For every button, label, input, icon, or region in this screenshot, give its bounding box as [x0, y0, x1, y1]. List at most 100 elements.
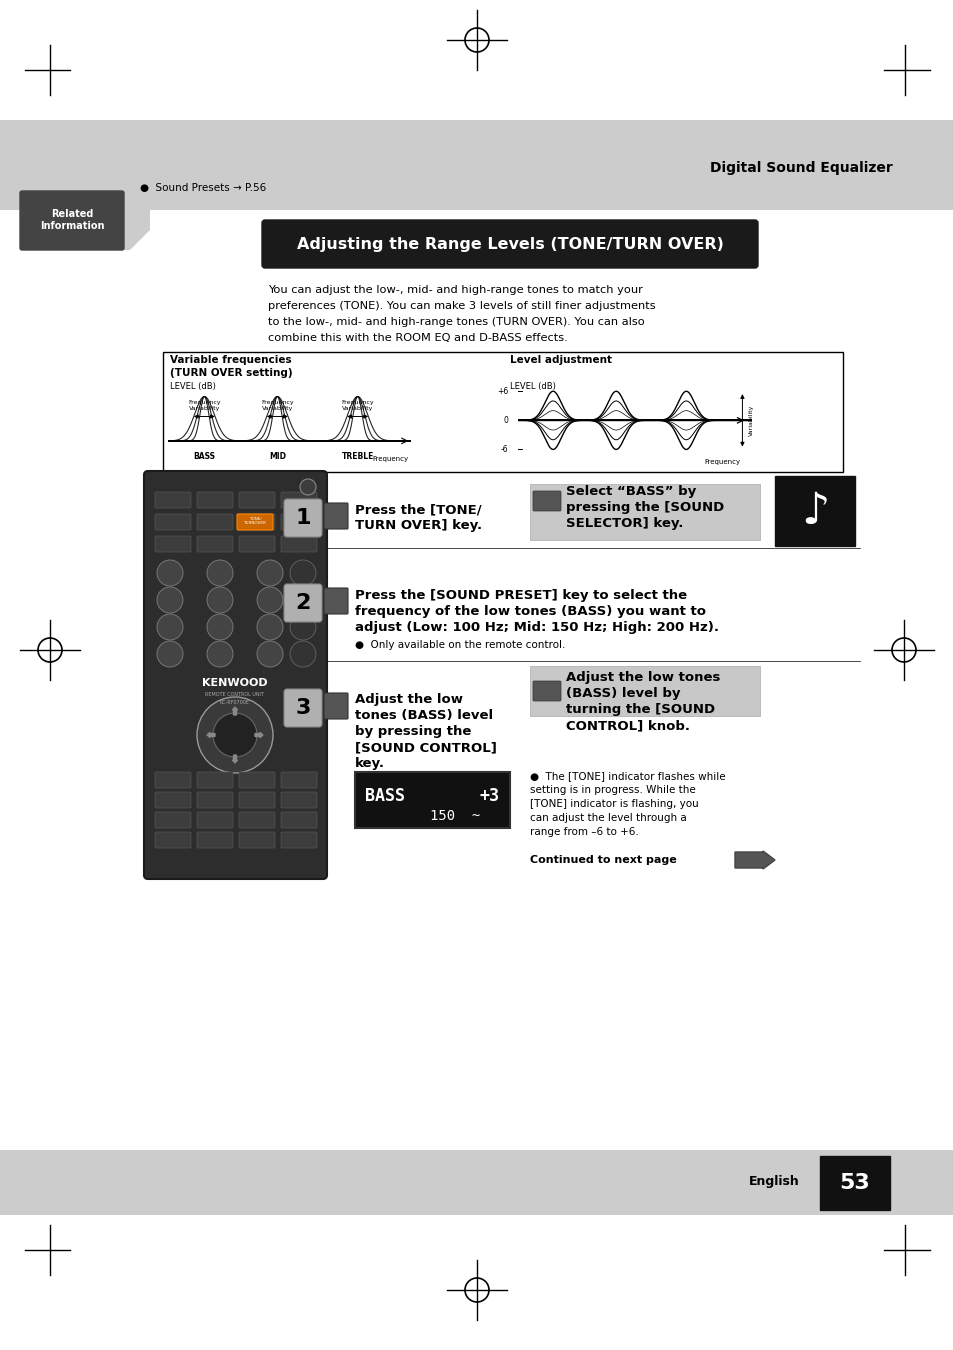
FancyBboxPatch shape	[236, 514, 273, 531]
Text: 53: 53	[839, 1173, 869, 1193]
Text: Level adjustment: Level adjustment	[510, 355, 612, 364]
FancyBboxPatch shape	[281, 514, 316, 531]
FancyBboxPatch shape	[262, 220, 758, 269]
Text: 1: 1	[294, 508, 311, 528]
Bar	[0, 1150, 953, 1215]
Text: can adjust the level through a: can adjust the level through a	[530, 813, 686, 823]
FancyBboxPatch shape	[154, 491, 191, 508]
Text: to the low-, mid- and high-range tones (TURN OVER). You can also: to the low-, mid- and high-range tones (…	[268, 317, 644, 327]
FancyArrow shape	[233, 755, 237, 763]
Text: Variable frequencies: Variable frequencies	[170, 355, 292, 364]
FancyBboxPatch shape	[239, 792, 274, 809]
FancyBboxPatch shape	[324, 589, 348, 614]
FancyBboxPatch shape	[144, 471, 327, 879]
Text: Continued to next page: Continued to next page	[530, 855, 676, 865]
FancyBboxPatch shape	[196, 514, 233, 531]
Circle shape	[256, 587, 283, 613]
FancyBboxPatch shape	[154, 811, 191, 828]
Text: (BASS) level by: (BASS) level by	[565, 687, 679, 701]
Circle shape	[299, 479, 315, 495]
FancyBboxPatch shape	[239, 491, 274, 508]
Text: TONE/
TURNOVER: TONE/ TURNOVER	[243, 517, 266, 525]
Text: range from –6 to +6.: range from –6 to +6.	[530, 828, 639, 837]
Text: 150  ~: 150 ~	[430, 809, 479, 824]
Circle shape	[157, 587, 183, 613]
FancyBboxPatch shape	[239, 772, 274, 788]
Text: Related
Information: Related Information	[40, 209, 104, 231]
Text: RC-RF0700E: RC-RF0700E	[220, 701, 250, 706]
FancyBboxPatch shape	[284, 688, 322, 728]
FancyBboxPatch shape	[196, 792, 233, 809]
Circle shape	[196, 697, 273, 774]
FancyBboxPatch shape	[324, 693, 348, 720]
Text: pressing the [SOUND: pressing the [SOUND	[565, 501, 723, 514]
Text: SELECTOR] key.: SELECTOR] key.	[565, 517, 682, 531]
Circle shape	[207, 560, 233, 586]
Text: MID: MID	[269, 452, 286, 460]
Text: frequency of the low tones (BASS) you want to: frequency of the low tones (BASS) you wa…	[355, 605, 705, 617]
Text: ●  Only available on the remote control.: ● Only available on the remote control.	[355, 640, 565, 649]
Bar	[820, 1156, 889, 1210]
FancyBboxPatch shape	[154, 792, 191, 809]
Text: by pressing the: by pressing the	[355, 725, 471, 738]
Text: Frequency: Frequency	[703, 459, 740, 466]
Text: [TONE] indicator is flashing, you: [TONE] indicator is flashing, you	[530, 799, 698, 809]
FancyBboxPatch shape	[196, 536, 233, 552]
Text: Frequency
Variability: Frequency Variability	[188, 400, 220, 410]
Text: +3: +3	[479, 787, 499, 805]
Bar	[0, 120, 953, 211]
FancyBboxPatch shape	[239, 514, 274, 531]
Text: Variability: Variability	[749, 405, 754, 436]
Circle shape	[207, 587, 233, 613]
Text: Adjust the low: Adjust the low	[355, 694, 462, 706]
Text: Select “BASS” by: Select “BASS” by	[565, 486, 696, 498]
Text: Adjust the low tones: Adjust the low tones	[565, 671, 720, 684]
Text: ●  The [TONE] indicator flashes while: ● The [TONE] indicator flashes while	[530, 771, 725, 782]
Text: 0: 0	[503, 416, 508, 425]
FancyBboxPatch shape	[239, 811, 274, 828]
Text: setting is in progress. While the: setting is in progress. While the	[530, 784, 695, 795]
FancyBboxPatch shape	[281, 832, 316, 848]
Bar	[355, 772, 510, 828]
FancyBboxPatch shape	[239, 536, 274, 552]
FancyBboxPatch shape	[533, 680, 560, 701]
FancyBboxPatch shape	[196, 811, 233, 828]
Circle shape	[290, 614, 315, 640]
FancyBboxPatch shape	[196, 491, 233, 508]
Text: 2: 2	[295, 593, 311, 613]
FancyArrow shape	[254, 733, 263, 737]
Circle shape	[290, 587, 315, 613]
Bar	[163, 352, 842, 472]
Text: +6: +6	[497, 386, 508, 396]
FancyBboxPatch shape	[533, 491, 560, 512]
Text: Adjusting the Range Levels (TONE/TURN OVER): Adjusting the Range Levels (TONE/TURN OV…	[296, 236, 722, 251]
Text: CONTROL] knob.: CONTROL] knob.	[565, 720, 689, 733]
FancyBboxPatch shape	[196, 832, 233, 848]
Circle shape	[290, 641, 315, 667]
Circle shape	[256, 560, 283, 586]
Text: Press the [SOUND PRESET] key to select the: Press the [SOUND PRESET] key to select t…	[355, 589, 686, 602]
Text: (TURN OVER setting): (TURN OVER setting)	[170, 369, 293, 378]
Circle shape	[213, 713, 256, 757]
FancyBboxPatch shape	[154, 536, 191, 552]
Circle shape	[256, 641, 283, 667]
FancyBboxPatch shape	[324, 504, 348, 529]
FancyBboxPatch shape	[281, 792, 316, 809]
Circle shape	[157, 614, 183, 640]
Text: LEVEL (dB): LEVEL (dB)	[510, 382, 556, 391]
Text: Frequency
Variability: Frequency Variability	[341, 400, 374, 410]
Bar	[774, 477, 854, 545]
FancyBboxPatch shape	[154, 514, 191, 531]
Text: combine this with the ROOM EQ and D-BASS effects.: combine this with the ROOM EQ and D-BASS…	[268, 333, 567, 343]
Text: REMOTE CONTROL UNIT: REMOTE CONTROL UNIT	[205, 693, 264, 698]
FancyBboxPatch shape	[20, 190, 124, 250]
Circle shape	[207, 614, 233, 640]
FancyBboxPatch shape	[284, 500, 322, 537]
FancyBboxPatch shape	[284, 585, 322, 622]
Text: Frequency
Variability: Frequency Variability	[261, 400, 294, 410]
FancyBboxPatch shape	[281, 811, 316, 828]
Text: turning the [SOUND: turning the [SOUND	[565, 703, 715, 717]
Circle shape	[256, 614, 283, 640]
FancyBboxPatch shape	[281, 772, 316, 788]
FancyBboxPatch shape	[154, 832, 191, 848]
